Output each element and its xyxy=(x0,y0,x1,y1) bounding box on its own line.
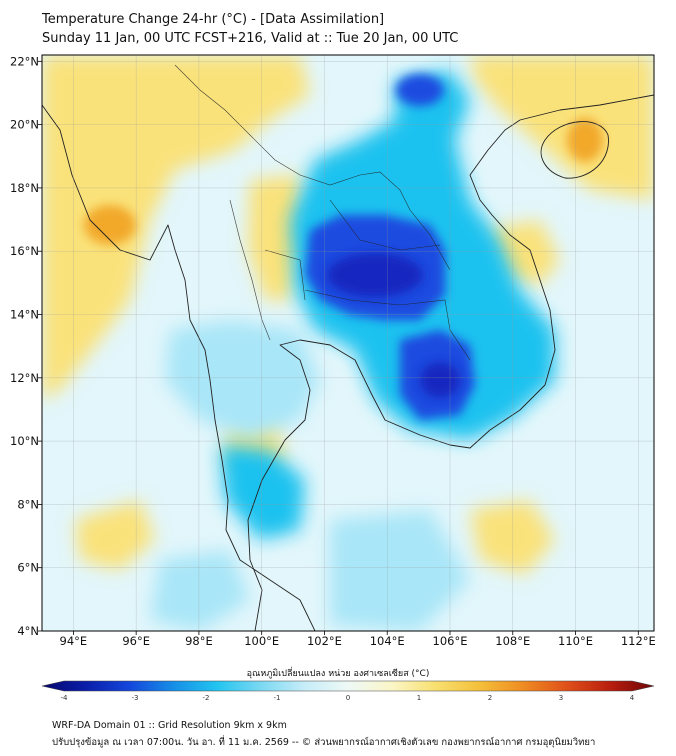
tick-label-lat: 8°N xyxy=(17,497,39,511)
tick-label-lat: 16°N xyxy=(10,244,39,258)
tick-label-lat: 10°N xyxy=(10,434,39,448)
warm-thailand-north xyxy=(248,175,305,300)
warm-peaks xyxy=(84,118,603,245)
borders xyxy=(174,64,471,361)
cool-peninsula xyxy=(220,445,305,540)
colorbar-title: อุณหภูมิเปลี่ยนแปลง หน่วย องศาเซลเซียส (… xyxy=(246,669,430,679)
chart-title: Temperature Change 24-hr (°C) - [Data As… xyxy=(42,12,385,27)
warm-andaman-patch xyxy=(75,500,155,570)
temperature-change-map: 94°E 96°E 98°E 100°E 102°E 104°E 106°E 108°E 110… xyxy=(10,54,656,700)
colorbar-bar xyxy=(41,680,655,692)
footer-model-info: WRF-DA Domain 01 :: Grid Resolution 9km … xyxy=(52,720,287,731)
colorbar-tick-label: 4 xyxy=(630,694,635,700)
colorbar-tick-label: -2 xyxy=(203,694,210,700)
colorbar-tick-label: -1 xyxy=(274,694,281,700)
colorbar-tick-label: 1 xyxy=(417,694,421,700)
tick-label-lon: 102°E xyxy=(307,634,342,648)
tick-label-lon: 96°E xyxy=(122,634,150,648)
cool-core-north xyxy=(396,74,444,106)
tick-label-lat: 14°N xyxy=(10,308,39,322)
warm-peak-myanmar xyxy=(84,205,136,245)
cool-anomalies xyxy=(150,320,470,631)
warm-anomalies xyxy=(42,55,654,575)
border-thailand-cambodia xyxy=(304,289,471,361)
tick-label-lon: 104°E xyxy=(370,634,405,648)
chart-subtitle: Sunday 11 Jan, 00 UTC FCST+216, Valid at… xyxy=(42,31,459,46)
warm-peak-hainan xyxy=(567,118,603,162)
cool-malay-south xyxy=(150,550,250,631)
cool-south-sea xyxy=(330,510,470,631)
tick-label-lon: 112°E xyxy=(621,634,656,648)
cool-deep-core-1 xyxy=(327,253,423,297)
map-frame xyxy=(41,54,655,632)
cool-deep-core-2 xyxy=(420,362,460,398)
colorbar-tick-label: 0 xyxy=(346,694,350,700)
hainan-island xyxy=(540,121,609,179)
colorbar-tick-label: -3 xyxy=(132,694,139,700)
tick-label-lat: 12°N xyxy=(10,371,39,385)
gulf-vietnam-coast xyxy=(247,119,556,631)
province-lines xyxy=(329,199,441,251)
warm-west-region xyxy=(42,55,310,400)
colorbar-tick-label: 2 xyxy=(488,694,492,700)
tick-label-lon: 94°E xyxy=(60,634,88,648)
south-china-coast xyxy=(519,94,654,121)
tick-label-lat: 6°N xyxy=(17,561,39,575)
footer-credit: ปรับปรุงข้อมูล ณ เวลา 07:00น. วัน อา. ที… xyxy=(52,737,596,748)
tick-label-lat: 18°N xyxy=(10,181,39,195)
tick-label-lat: 22°N xyxy=(10,54,39,68)
cool-gulf-west xyxy=(165,320,320,440)
coastlines xyxy=(42,94,654,631)
colorbar-ticks: -4 -3 -2 -1 0 1 2 3 4 xyxy=(61,694,635,700)
colorbar-tick-label: -4 xyxy=(61,694,69,700)
colorbar-tick-label: 3 xyxy=(559,694,563,700)
border-myanmar-thailand xyxy=(229,199,271,341)
province-lines-2 xyxy=(264,249,306,301)
tick-label-lon: 98°E xyxy=(185,634,213,648)
tick-label-lat: 4°N xyxy=(17,624,39,638)
myanmar-malay-west-coast xyxy=(42,104,316,631)
border-north xyxy=(174,64,451,271)
tick-label-lon: 108°E xyxy=(495,634,530,648)
warm-northeast-region xyxy=(470,55,654,200)
tick-label-lon: 100°E xyxy=(244,634,279,648)
map-field xyxy=(42,55,654,631)
map-axes: 94°E 96°E 98°E 100°E 102°E 104°E 106°E 108°E 110… xyxy=(10,54,656,648)
tick-label-lon: 106°E xyxy=(433,634,468,648)
tick-label-lon: 110°E xyxy=(558,634,593,648)
colorbar: -4 -3 -2 -1 0 1 2 3 4 xyxy=(41,680,655,700)
warm-south-china-sea-patch xyxy=(470,500,555,575)
tick-label-lat: 20°N xyxy=(10,118,39,132)
